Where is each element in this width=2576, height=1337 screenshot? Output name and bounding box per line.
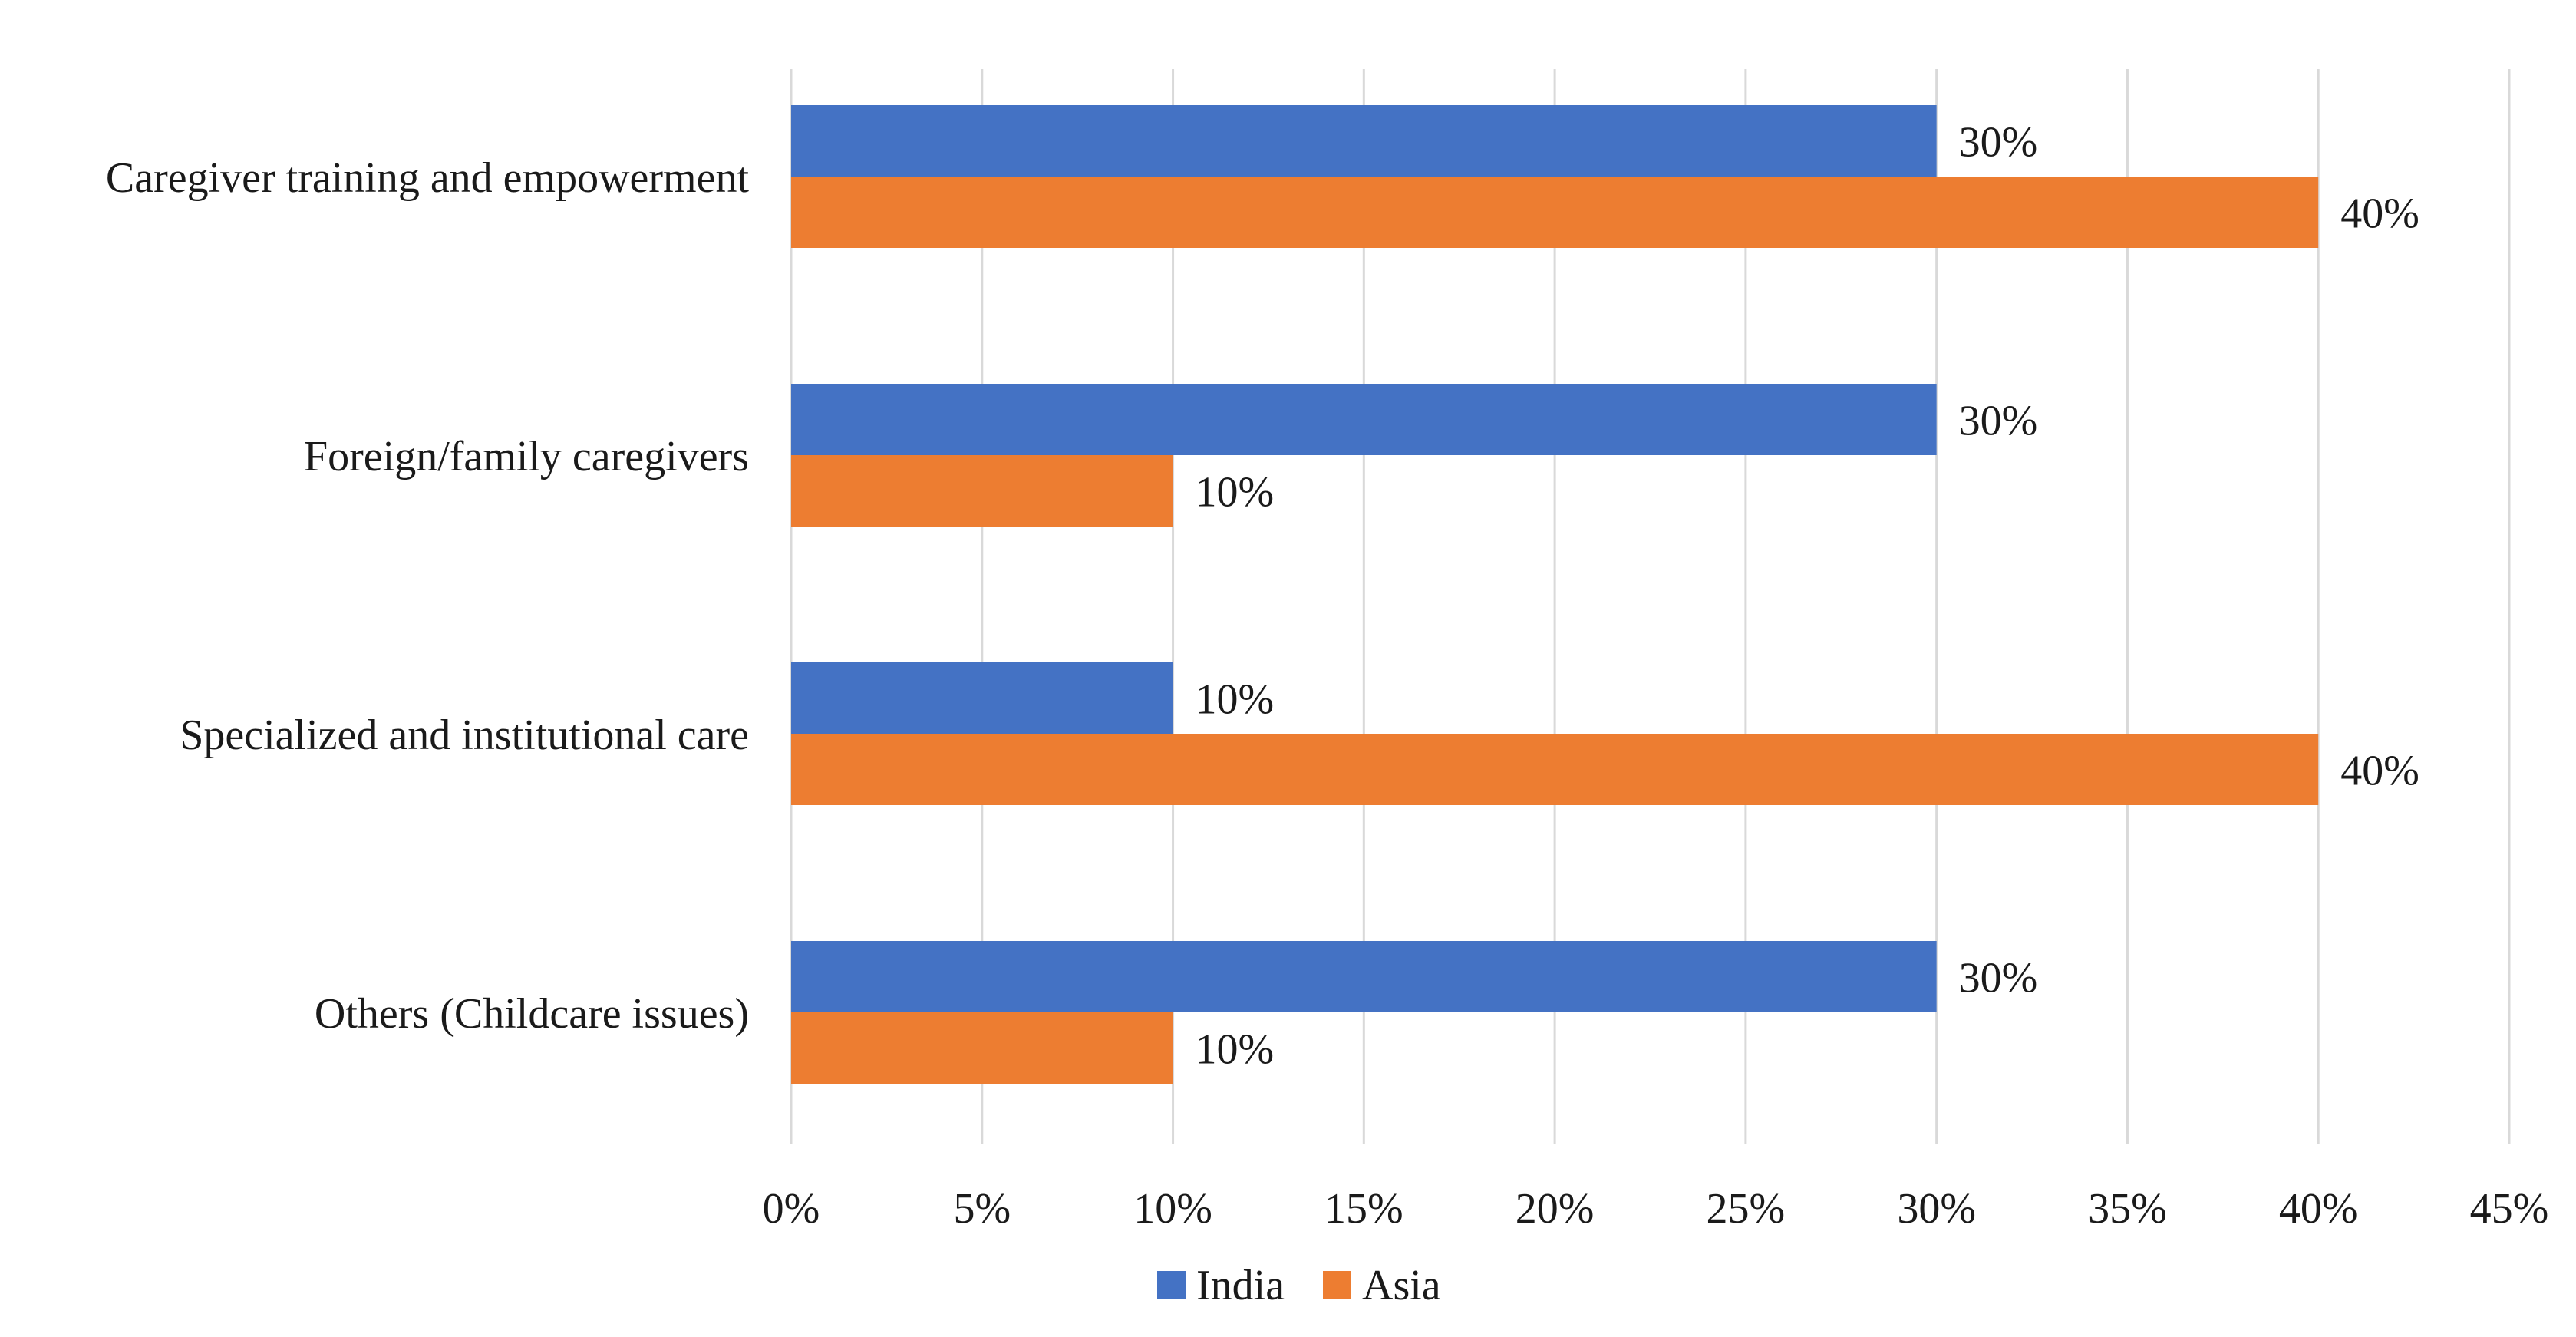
data-label-india-others-childcare-issues: 30% (1959, 955, 2038, 1002)
bar-asia-caregiver-training-and-empowerment (791, 177, 2319, 248)
bar-asia-others-childcare-issues (791, 1012, 1173, 1084)
bar-asia-foreign-family-caregivers (791, 455, 1173, 527)
bar-india-foreign-family-caregivers (791, 384, 1937, 455)
x-tick-labels: 0% 5% 10% 15% 20% 25% 30% 35% 40% 45% (763, 1185, 2549, 1233)
category-labels: Caregiver training and empowerment Foreig… (106, 154, 750, 1038)
legend-swatch-asia (1323, 1271, 1351, 1299)
x-tick-label-35: 35% (2088, 1185, 2167, 1233)
bar-india-specialized-and-institutional-care (791, 662, 1173, 734)
legend: India Asia (1157, 1262, 1441, 1309)
bar-india-others-childcare-issues (791, 941, 1937, 1012)
bar-india-caregiver-training-and-empowerment (791, 105, 1937, 177)
category-label-others-childcare-issues: Others (Childcare issues) (315, 990, 749, 1038)
data-label-india-foreign-family-caregivers: 30% (1959, 398, 2038, 445)
gridlines (790, 69, 2511, 1144)
bars (791, 105, 2319, 1084)
x-tick-label-10: 10% (1133, 1185, 1212, 1233)
x-tick-label-15: 15% (1324, 1185, 1403, 1233)
legend-swatch-india (1157, 1271, 1186, 1299)
legend-label-asia: Asia (1362, 1262, 1441, 1309)
bar-asia-specialized-and-institutional-care (791, 734, 2319, 805)
data-label-india-caregiver-training-and-empowerment: 30% (1959, 119, 2038, 167)
data-labels: 30% 40% 30% 10% 10% 40% 30% 10% (1196, 119, 2419, 1074)
x-tick-label-0: 0% (763, 1185, 820, 1233)
category-label-caregiver-training-and-empowerment: Caregiver training and empowerment (106, 154, 750, 202)
data-label-india-specialized-and-institutional-care: 10% (1196, 676, 1275, 724)
x-tick-label-30: 30% (1897, 1185, 1976, 1233)
data-label-asia-specialized-and-institutional-care: 40% (2340, 748, 2419, 795)
category-label-foreign-family-caregivers: Foreign/family caregivers (304, 433, 749, 480)
x-tick-label-45: 45% (2470, 1185, 2549, 1233)
x-tick-label-20: 20% (1516, 1185, 1595, 1233)
x-tick-label-25: 25% (1707, 1185, 1786, 1233)
legend-label-india: India (1196, 1262, 1285, 1309)
data-label-asia-foreign-family-caregivers: 10% (1196, 469, 1275, 517)
data-label-asia-others-childcare-issues: 10% (1196, 1026, 1275, 1074)
x-tick-label-5: 5% (953, 1185, 1011, 1233)
category-label-specialized-and-institutional-care: Specialized and institutional care (180, 711, 749, 759)
data-label-asia-caregiver-training-and-empowerment: 40% (2340, 190, 2419, 238)
x-tick-label-40: 40% (2279, 1185, 2358, 1233)
